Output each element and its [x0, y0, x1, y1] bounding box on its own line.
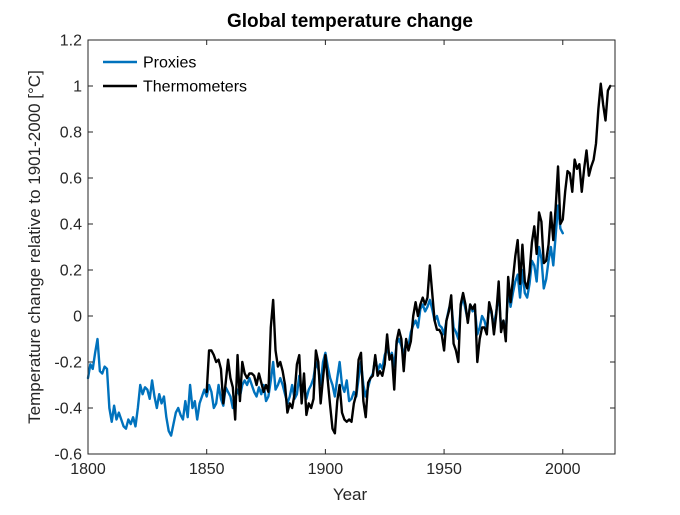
axes: 1800 1850 1900 1950 2000 -0.6 -0.4 -0.2 0 0.2 0.4 0…	[54, 33, 616, 478]
x-tick-label: 1800	[70, 461, 106, 478]
y-tick-label: 0	[73, 309, 82, 326]
x-tick-label: 2000	[545, 461, 581, 478]
x-tick-label: 1900	[308, 461, 344, 478]
y-tick-label: 0.2	[60, 263, 82, 280]
legend: Proxies Thermometers	[103, 55, 247, 96]
x-tick-label: 1950	[426, 461, 462, 478]
y-tick-label: -0.6	[54, 447, 82, 464]
y-tick-label: -0.4	[54, 401, 82, 418]
x-tick-label: 1850	[189, 461, 225, 478]
y-tick-label: 0.8	[60, 125, 82, 142]
series-line-proxies	[86, 204, 564, 437]
y-tick-label: 0.6	[60, 171, 82, 188]
plot-area	[86, 82, 612, 437]
y-axis-title: Temperature change relative to 1901-2000…	[25, 70, 44, 424]
y-tick-label: -0.2	[54, 355, 82, 372]
y-tick-label: 0.4	[60, 217, 82, 234]
x-axis-title: Year	[333, 485, 368, 504]
y-tick-label: 1.2	[60, 33, 82, 50]
series-line-thermometers	[205, 82, 612, 435]
legend-label-proxies: Proxies	[143, 55, 196, 72]
legend-label-thermometers: Thermometers	[143, 79, 247, 96]
chart-title: Global temperature change	[227, 11, 473, 32]
axes-box	[87, 39, 616, 455]
y-tick-label: 1	[73, 79, 82, 96]
